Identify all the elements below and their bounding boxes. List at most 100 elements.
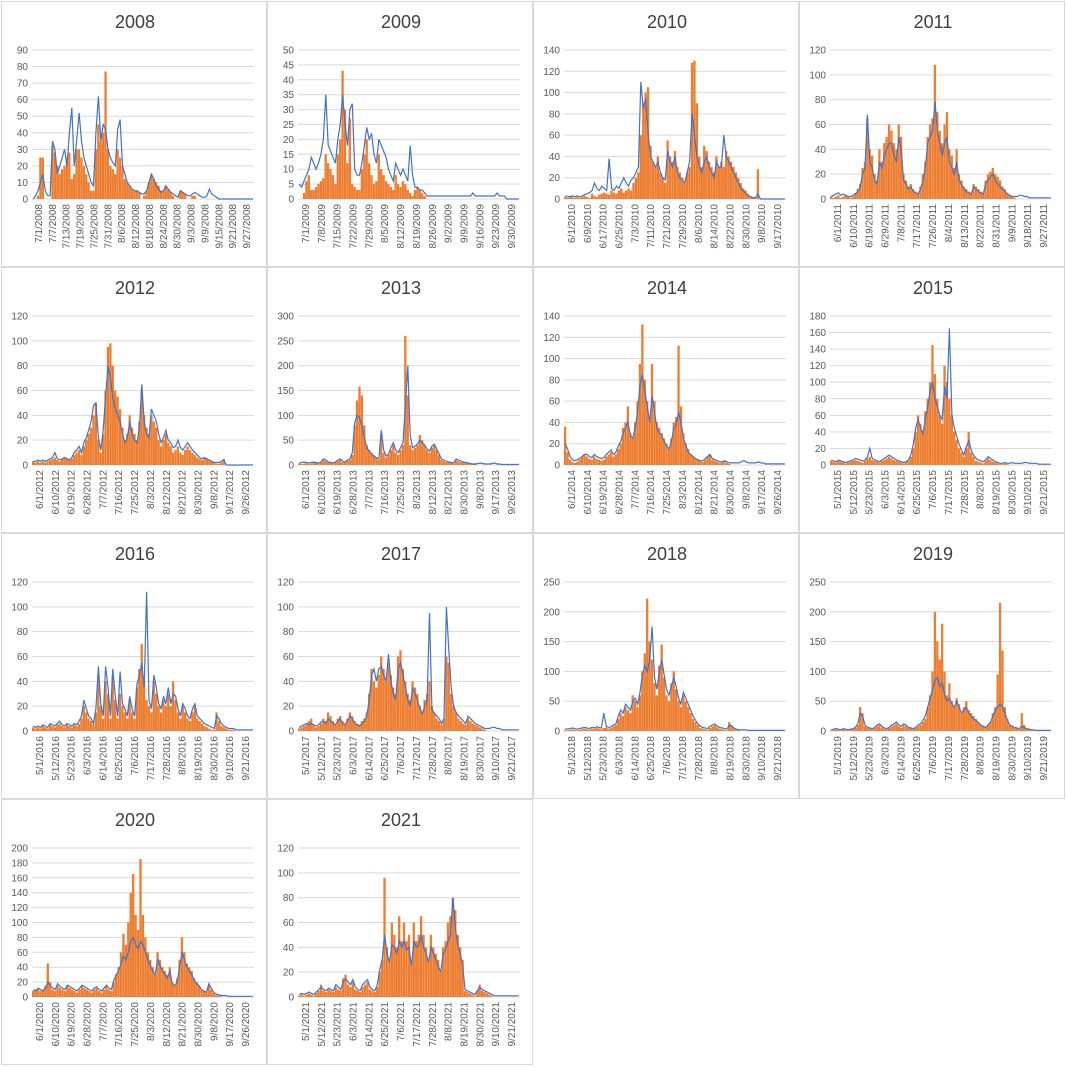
bar — [718, 462, 721, 465]
bar — [648, 641, 651, 731]
bar — [220, 726, 223, 731]
chart-svg: 0 50 100 150 200 250 5/1/2018 5/12/2018 5/23/201… — [543, 578, 786, 781]
bar — [423, 699, 426, 731]
bar — [39, 728, 42, 731]
bar — [729, 161, 733, 199]
bar — [921, 174, 924, 199]
bar — [646, 87, 650, 199]
bar — [406, 693, 409, 731]
bar — [856, 189, 859, 199]
bar — [167, 693, 170, 731]
bar — [583, 195, 586, 199]
bar — [967, 710, 970, 731]
bar — [222, 727, 225, 731]
bar — [368, 989, 372, 997]
x-tick-label: 7/29/2010 — [678, 204, 689, 249]
bar — [111, 365, 114, 465]
bar — [77, 723, 81, 731]
bar — [175, 978, 179, 997]
chart-title: 2015 — [912, 278, 954, 298]
bar — [394, 175, 397, 199]
y-tick-label: 0 — [288, 461, 294, 472]
bar — [962, 456, 966, 465]
bar — [101, 433, 105, 465]
bar — [868, 728, 871, 731]
bar — [32, 727, 35, 731]
x-tick-label: 9/8/2013 — [475, 470, 486, 509]
bar — [619, 443, 622, 465]
x-tick-label: 6/10/2012 — [51, 470, 62, 515]
bar — [722, 167, 725, 199]
bar — [624, 190, 628, 199]
bar — [866, 458, 869, 465]
x-tick-label: 8/8/2016 — [178, 736, 189, 775]
y-tick-label: 20 — [815, 444, 827, 455]
bar — [756, 169, 760, 199]
bar — [135, 190, 139, 199]
bar — [573, 729, 576, 731]
bar — [360, 395, 364, 465]
bar — [341, 721, 344, 731]
bar — [863, 726, 867, 731]
bar — [143, 195, 146, 199]
y-tick-label: 180 — [11, 858, 28, 869]
bar — [70, 179, 73, 199]
bar — [399, 187, 402, 199]
bar — [315, 993, 318, 997]
bar — [146, 952, 149, 997]
bar — [151, 967, 154, 997]
series-line — [32, 591, 253, 731]
bar — [699, 728, 702, 731]
bar — [310, 190, 313, 199]
bar — [159, 712, 163, 731]
x-tick-label: 7/28/2019 — [960, 736, 971, 781]
bar — [941, 143, 944, 199]
x-tick-label: 8/8/2019 — [976, 736, 987, 775]
bar — [46, 728, 49, 731]
bar — [461, 959, 464, 997]
bar — [689, 713, 692, 731]
x-tick-label: 6/14/2015 — [896, 470, 907, 515]
bar — [950, 155, 953, 199]
bar — [339, 990, 342, 997]
bar — [351, 455, 354, 465]
bar — [672, 422, 675, 465]
bar — [600, 460, 603, 465]
bar — [842, 462, 845, 465]
bar — [77, 450, 81, 465]
bar — [880, 460, 883, 465]
bar — [938, 130, 941, 199]
bar — [82, 446, 85, 465]
bar — [612, 726, 615, 731]
bar — [914, 191, 917, 199]
bar — [140, 644, 143, 731]
bar — [593, 195, 596, 199]
bar — [112, 982, 115, 997]
bar — [861, 713, 864, 731]
bar — [138, 192, 141, 199]
bar — [720, 161, 723, 199]
bar — [1010, 726, 1014, 731]
chart-svg: 0 20 40 60 80 100 120 6/1/2012 6/10/2012 6/19/201… — [11, 312, 254, 515]
x-tick-label: 6/28/2012 — [83, 470, 94, 515]
y-tick-label: 20 — [17, 161, 29, 172]
bar — [118, 693, 122, 731]
bar — [302, 995, 306, 997]
bar — [989, 722, 992, 731]
bar — [222, 458, 225, 465]
x-tick-label: 6/14/2018 — [630, 736, 641, 781]
y-tick-label: 0 — [288, 727, 294, 738]
y-tick-label: 120 — [11, 578, 28, 589]
bar — [375, 687, 378, 731]
bar — [58, 723, 61, 731]
bar — [480, 990, 484, 997]
y-tick-label: 30 — [283, 105, 295, 116]
bar — [60, 458, 64, 465]
bar — [411, 681, 414, 731]
x-tick-label: 9/9/2011 — [1007, 204, 1018, 243]
y-tick-label: 100 — [543, 354, 560, 365]
bar — [367, 693, 371, 731]
bar — [319, 462, 323, 465]
bar — [576, 196, 579, 199]
